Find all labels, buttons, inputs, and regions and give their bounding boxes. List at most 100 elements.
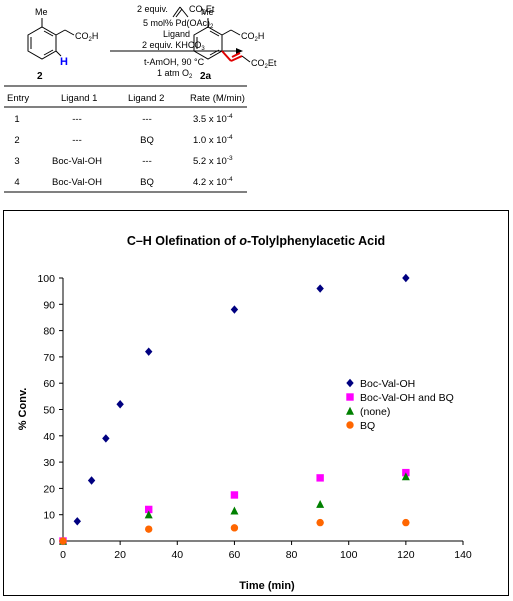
x-axis-label: Time (min) [239,580,295,592]
table-header-ligand1: Ligand 1 [61,93,97,104]
acrylate-structure [172,6,189,18]
condition-catalyst: 5 mol% Pd(OAc)2 [143,18,214,30]
product-olefin-bond [221,50,243,62]
x-tick-label: 40 [171,549,183,561]
x-tick-label: 140 [454,549,472,561]
legend-label: (none) [360,406,390,418]
acrylate-label: CO2Et [189,4,215,16]
table-cell-ligand1: --- [72,135,82,146]
reactant-structure [27,18,75,60]
y-tick-label: 70 [43,352,55,364]
table-cell-rate: 3.5 x 10-4 [193,113,233,125]
data-point-boc-val-oh-and-bq [316,474,324,482]
table-cell-rate: 1.0 x 10-4 [193,134,233,146]
table-cell-entry: 3 [14,156,19,167]
data-point-bq [402,518,410,527]
chart-container: C–H Olefination of o-Tolylphenylacetic A… [3,210,509,596]
y-tick-label: 0 [49,536,55,548]
legend-marker [346,421,354,429]
chart-legend: Boc-Val-OH Boc-Val-OH and BQ (none) BQ [346,378,454,432]
data-point-boc-val-oh [402,273,410,283]
y-tick-label: 90 [43,299,55,311]
table-row: 2 --- BQ 1.0 x 10-4 [14,134,233,146]
table-header-rate: Rate (M/min) [190,93,245,104]
table-cell-ligand2: --- [142,114,152,125]
y-tick-label: 20 [43,483,55,495]
data-point-boc-val-oh-and-bq [145,505,153,514]
legend-label: Boc-Val-OH and BQ [360,392,454,404]
legend-label: BQ [360,420,375,432]
data-point-bq [316,518,324,527]
product-ester-bond [241,55,251,63]
condition-ligand: Ligand [163,29,190,39]
reaction-scheme: Me CO2H H 2 2 equiv. CO2Et 5 mol% Pd(OAc… [4,4,277,193]
table-cell-entry: 2 [14,135,19,146]
reactant-methyl: Me [35,7,48,17]
y-tick-label: 50 [43,405,55,417]
legend-marker [346,393,354,401]
data-point-boc-val-oh [145,347,153,356]
x-tick-label: 60 [229,549,241,561]
legend-label: Boc-Val-OH [360,378,415,390]
reactant-h-label: H [60,56,68,68]
data-point-boc-val-oh [316,284,324,293]
product-number: 2a [200,71,212,82]
scatter-chart: C–H Olefination of o-Tolylphenylacetic A… [17,234,472,592]
x-tick-label: 80 [286,549,298,561]
y-tick-label: 100 [37,273,55,285]
table-cell-ligand2: BQ [140,135,154,146]
table-cell-ligand2: --- [142,156,152,167]
data-point-bq [230,524,239,532]
x-tick-label: 20 [114,549,126,561]
product-ester: CO2Et [251,58,277,70]
table-header-ligand2: Ligand 2 [128,93,164,104]
y-tick-label: 80 [43,326,55,338]
condition-oxygen: 1 atm O2 [157,68,193,80]
x-tick-label: 120 [397,549,415,561]
data-point-none [144,510,153,519]
y-tick-label: 30 [43,457,55,469]
product-acid: CO2H [241,31,264,43]
y-tick-label: 60 [43,378,55,390]
data-point-boc-val-oh [116,400,124,409]
legend-marker [346,406,354,415]
reaction-arrow [110,48,243,54]
y-axis-label: % Conv. [17,388,29,431]
product-structure [193,18,241,60]
x-tick-label: 0 [60,549,66,561]
data-point-none [230,506,239,515]
data-point-boc-val-oh-and-bq [230,491,239,499]
data-point-boc-val-oh [87,476,96,485]
y-tick-label: 40 [43,431,55,443]
y-tick-label: 10 [43,510,55,522]
table-cell-ligand1: --- [72,114,82,125]
reactant-acid: CO2H [75,31,98,43]
table-cell-rate: 5.2 x 10-3 [193,155,233,167]
table-cell-entry: 4 [14,177,19,188]
data-point-boc-val-oh [73,517,81,526]
product-methyl: Me [201,7,214,17]
legend-marker [346,378,354,388]
table-header-entry: Entry [7,93,29,104]
data-point-bq [59,537,67,545]
table-cell-ligand1: Boc-Val-OH [52,177,102,188]
x-tick-label: 100 [340,549,358,561]
condition-solvent-temp: t-AmOH, 90 °C [144,57,205,67]
table-cell-ligand1: Boc-Val-OH [52,156,102,167]
reactant-number: 2 [37,71,43,82]
data-point-none [316,499,325,508]
table-cell-rate: 4.2 x 10-4 [193,176,233,188]
data-point-bq [145,525,153,533]
data-point-boc-val-oh [230,305,239,314]
data-point-boc-val-oh [102,434,110,443]
table-row: 4 Boc-Val-OH BQ 4.2 x 10-4 [14,176,233,188]
data-point-none [401,472,410,481]
table-row: 1 --- --- 3.5 x 10-4 [14,113,233,125]
table-row: 3 Boc-Val-OH --- 5.2 x 10-3 [14,155,233,167]
table-cell-ligand2: BQ [140,177,154,188]
table-cell-entry: 1 [14,114,19,125]
plot-area: 0 20 40 60 80 100 120 140 0 10 20 30 40 50 60 70 80 90 100 [37,273,471,561]
condition-base: 2 equiv. KHCO3 [142,40,205,52]
chart-title: C–H Olefination of o-Tolylphenylacetic A… [127,234,385,248]
condition-acrylate-equiv: 2 equiv. [137,4,168,14]
